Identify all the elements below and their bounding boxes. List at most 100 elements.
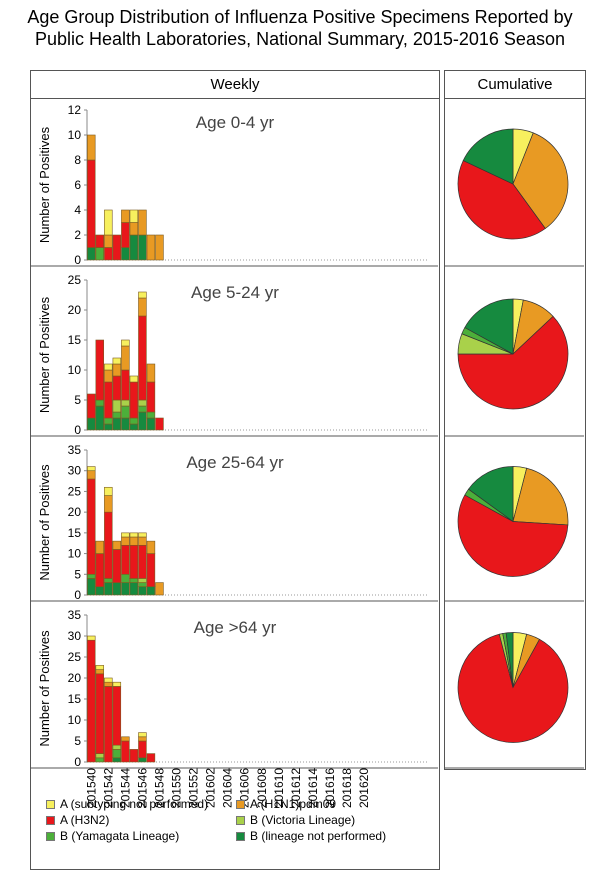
bar-segment (112, 681, 122, 687)
bar-segment (129, 209, 139, 223)
x-tick-label: 201544 (118, 768, 132, 808)
title-line-2: Public Health Laboratories, National Sum… (35, 29, 565, 49)
legend-swatch (46, 831, 55, 841)
bar-segment (121, 536, 130, 546)
bar-segment (146, 586, 156, 596)
bar-segment (146, 234, 156, 261)
bar-segment (129, 582, 139, 596)
bar-segment (112, 417, 122, 431)
x-tick-label: 201548 (152, 768, 166, 808)
bar-segment (87, 134, 96, 161)
y-tick-label: 0 (74, 253, 81, 267)
bar-segment (138, 536, 147, 546)
bar-segment (146, 363, 156, 383)
bar-segment (129, 578, 139, 583)
bar-segment (112, 582, 122, 596)
bar-segment (146, 411, 156, 419)
bar-segment (95, 399, 105, 407)
bar-segment (121, 405, 130, 419)
legend-label: A (subtyping not performed) (60, 797, 209, 811)
x-tick-label: 201606 (238, 768, 252, 808)
panel-title: Age >64 yr (194, 618, 277, 637)
pie-slice (457, 315, 569, 410)
pie-slice (457, 494, 569, 577)
pie-slice (505, 632, 514, 688)
y-tick-label: 4 (74, 203, 81, 217)
bar-segment (112, 363, 122, 377)
pie-slice (457, 160, 546, 240)
bar-segment (121, 345, 130, 371)
x-tick-label: 201602 (204, 768, 218, 808)
bar-segment (138, 757, 147, 763)
bar-segment (87, 417, 96, 431)
bar-segment (129, 544, 139, 579)
y-axis-label: Number of Positives (37, 296, 52, 413)
y-tick-label: 25 (68, 484, 82, 498)
bar-segment (112, 234, 122, 261)
y-tick-label: 30 (68, 464, 82, 478)
bar-segment (138, 411, 147, 431)
bar-segment (95, 234, 105, 248)
title-line-1: Age Group Distribution of Influenza Posi… (27, 7, 573, 27)
legend-item: A (H3N2) (46, 812, 236, 828)
bar-segment (138, 532, 147, 538)
y-tick-label: 35 (68, 443, 82, 457)
bar-segment (95, 553, 105, 588)
legend-swatch (236, 831, 245, 841)
bar-segment (95, 339, 105, 401)
weekly-header: Weekly (31, 71, 439, 99)
bar-segment (129, 423, 139, 431)
y-tick-label: 15 (68, 692, 82, 706)
bar-segment (138, 405, 147, 413)
bar-segment (129, 234, 139, 261)
bar-segment (129, 749, 139, 763)
legend-swatch (236, 815, 245, 825)
bar-segment (112, 749, 122, 759)
bar-segment (95, 665, 105, 670)
bar-segment (112, 399, 122, 413)
bar-segment (138, 740, 147, 759)
bar-segment (121, 532, 130, 538)
bar-segment (104, 511, 113, 579)
bar-segment (146, 753, 156, 763)
y-tick-label: 5 (74, 567, 81, 581)
bar-segment (95, 669, 105, 675)
y-tick-label: 10 (68, 713, 82, 727)
bar-segment (121, 209, 130, 223)
legend-label: B (Yamagata Lineage) (60, 829, 180, 843)
bar-segment (155, 417, 164, 431)
bar-segment (129, 375, 139, 383)
bar-segment (104, 677, 113, 683)
legend-row: B (Yamagata Lineage) B (lineage not perf… (46, 828, 426, 844)
x-tick-label: 201616 (323, 768, 337, 808)
x-tick-label: 201604 (221, 768, 235, 808)
legend-item: B (lineage not performed) (236, 828, 426, 844)
x-tick-label: 201542 (101, 768, 115, 808)
cumulative-header: Cumulative (445, 71, 585, 99)
legend-item: B (Victoria Lineage) (236, 812, 426, 828)
bar-segment (138, 578, 147, 583)
bar-segment (138, 209, 147, 236)
x-tick-label: 201620 (357, 768, 371, 808)
pie-slice (464, 298, 514, 355)
x-tick-label: 201550 (170, 768, 184, 808)
legend-label: A (H3N2) (60, 813, 110, 827)
bar-segment (87, 635, 96, 641)
bar-segment (121, 399, 130, 407)
bar-segment (87, 573, 96, 579)
legend-swatch (236, 799, 245, 809)
legend: A (subtyping not performed) A (H1N1)pdm0… (46, 796, 426, 844)
bar-segment (112, 375, 122, 401)
bar-segment (129, 222, 139, 236)
bar-segment (87, 578, 96, 596)
legend-swatch (46, 799, 55, 809)
y-tick-label: 25 (68, 650, 82, 664)
pie-slice (512, 467, 569, 526)
bar-segment (112, 357, 122, 365)
panel-title: Age 25-64 yr (186, 453, 284, 472)
bar-segment (121, 417, 130, 431)
y-tick-label: 15 (68, 333, 82, 347)
bar-segment (112, 686, 122, 746)
x-tick-label: 201546 (135, 768, 149, 808)
